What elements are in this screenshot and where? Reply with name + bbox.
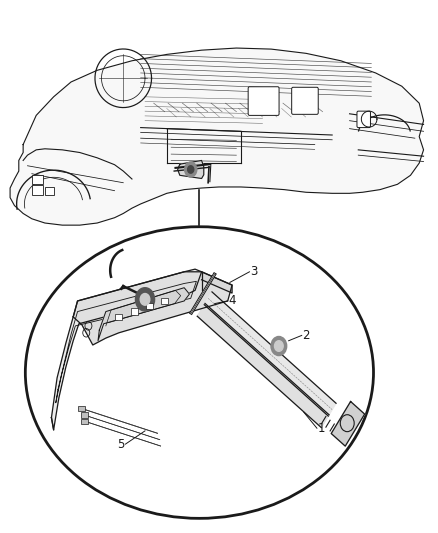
Polygon shape — [10, 48, 424, 225]
Bar — [131, 309, 138, 315]
Polygon shape — [331, 401, 364, 446]
Circle shape — [140, 294, 150, 305]
Bar — [32, 175, 43, 184]
Bar — [116, 314, 122, 320]
Circle shape — [275, 341, 283, 351]
Circle shape — [271, 336, 287, 356]
Polygon shape — [197, 303, 329, 427]
Polygon shape — [178, 160, 204, 179]
Bar — [32, 185, 43, 195]
Ellipse shape — [25, 227, 374, 519]
Polygon shape — [201, 272, 232, 293]
Bar — [81, 413, 88, 418]
Polygon shape — [73, 272, 232, 345]
Polygon shape — [98, 288, 189, 341]
Polygon shape — [204, 292, 336, 416]
Circle shape — [187, 166, 194, 173]
Circle shape — [185, 162, 197, 177]
Circle shape — [135, 288, 155, 311]
Bar — [78, 406, 85, 411]
Text: 2: 2 — [302, 329, 310, 342]
FancyBboxPatch shape — [248, 87, 279, 115]
Text: 4: 4 — [228, 294, 236, 308]
Bar — [161, 298, 168, 304]
Text: 3: 3 — [250, 265, 258, 278]
FancyBboxPatch shape — [357, 111, 371, 127]
Text: 1: 1 — [318, 422, 325, 435]
Bar — [146, 303, 153, 310]
Polygon shape — [51, 269, 201, 430]
Bar — [45, 187, 53, 195]
Text: 5: 5 — [117, 438, 125, 450]
FancyBboxPatch shape — [292, 87, 318, 114]
Bar — [81, 419, 88, 424]
